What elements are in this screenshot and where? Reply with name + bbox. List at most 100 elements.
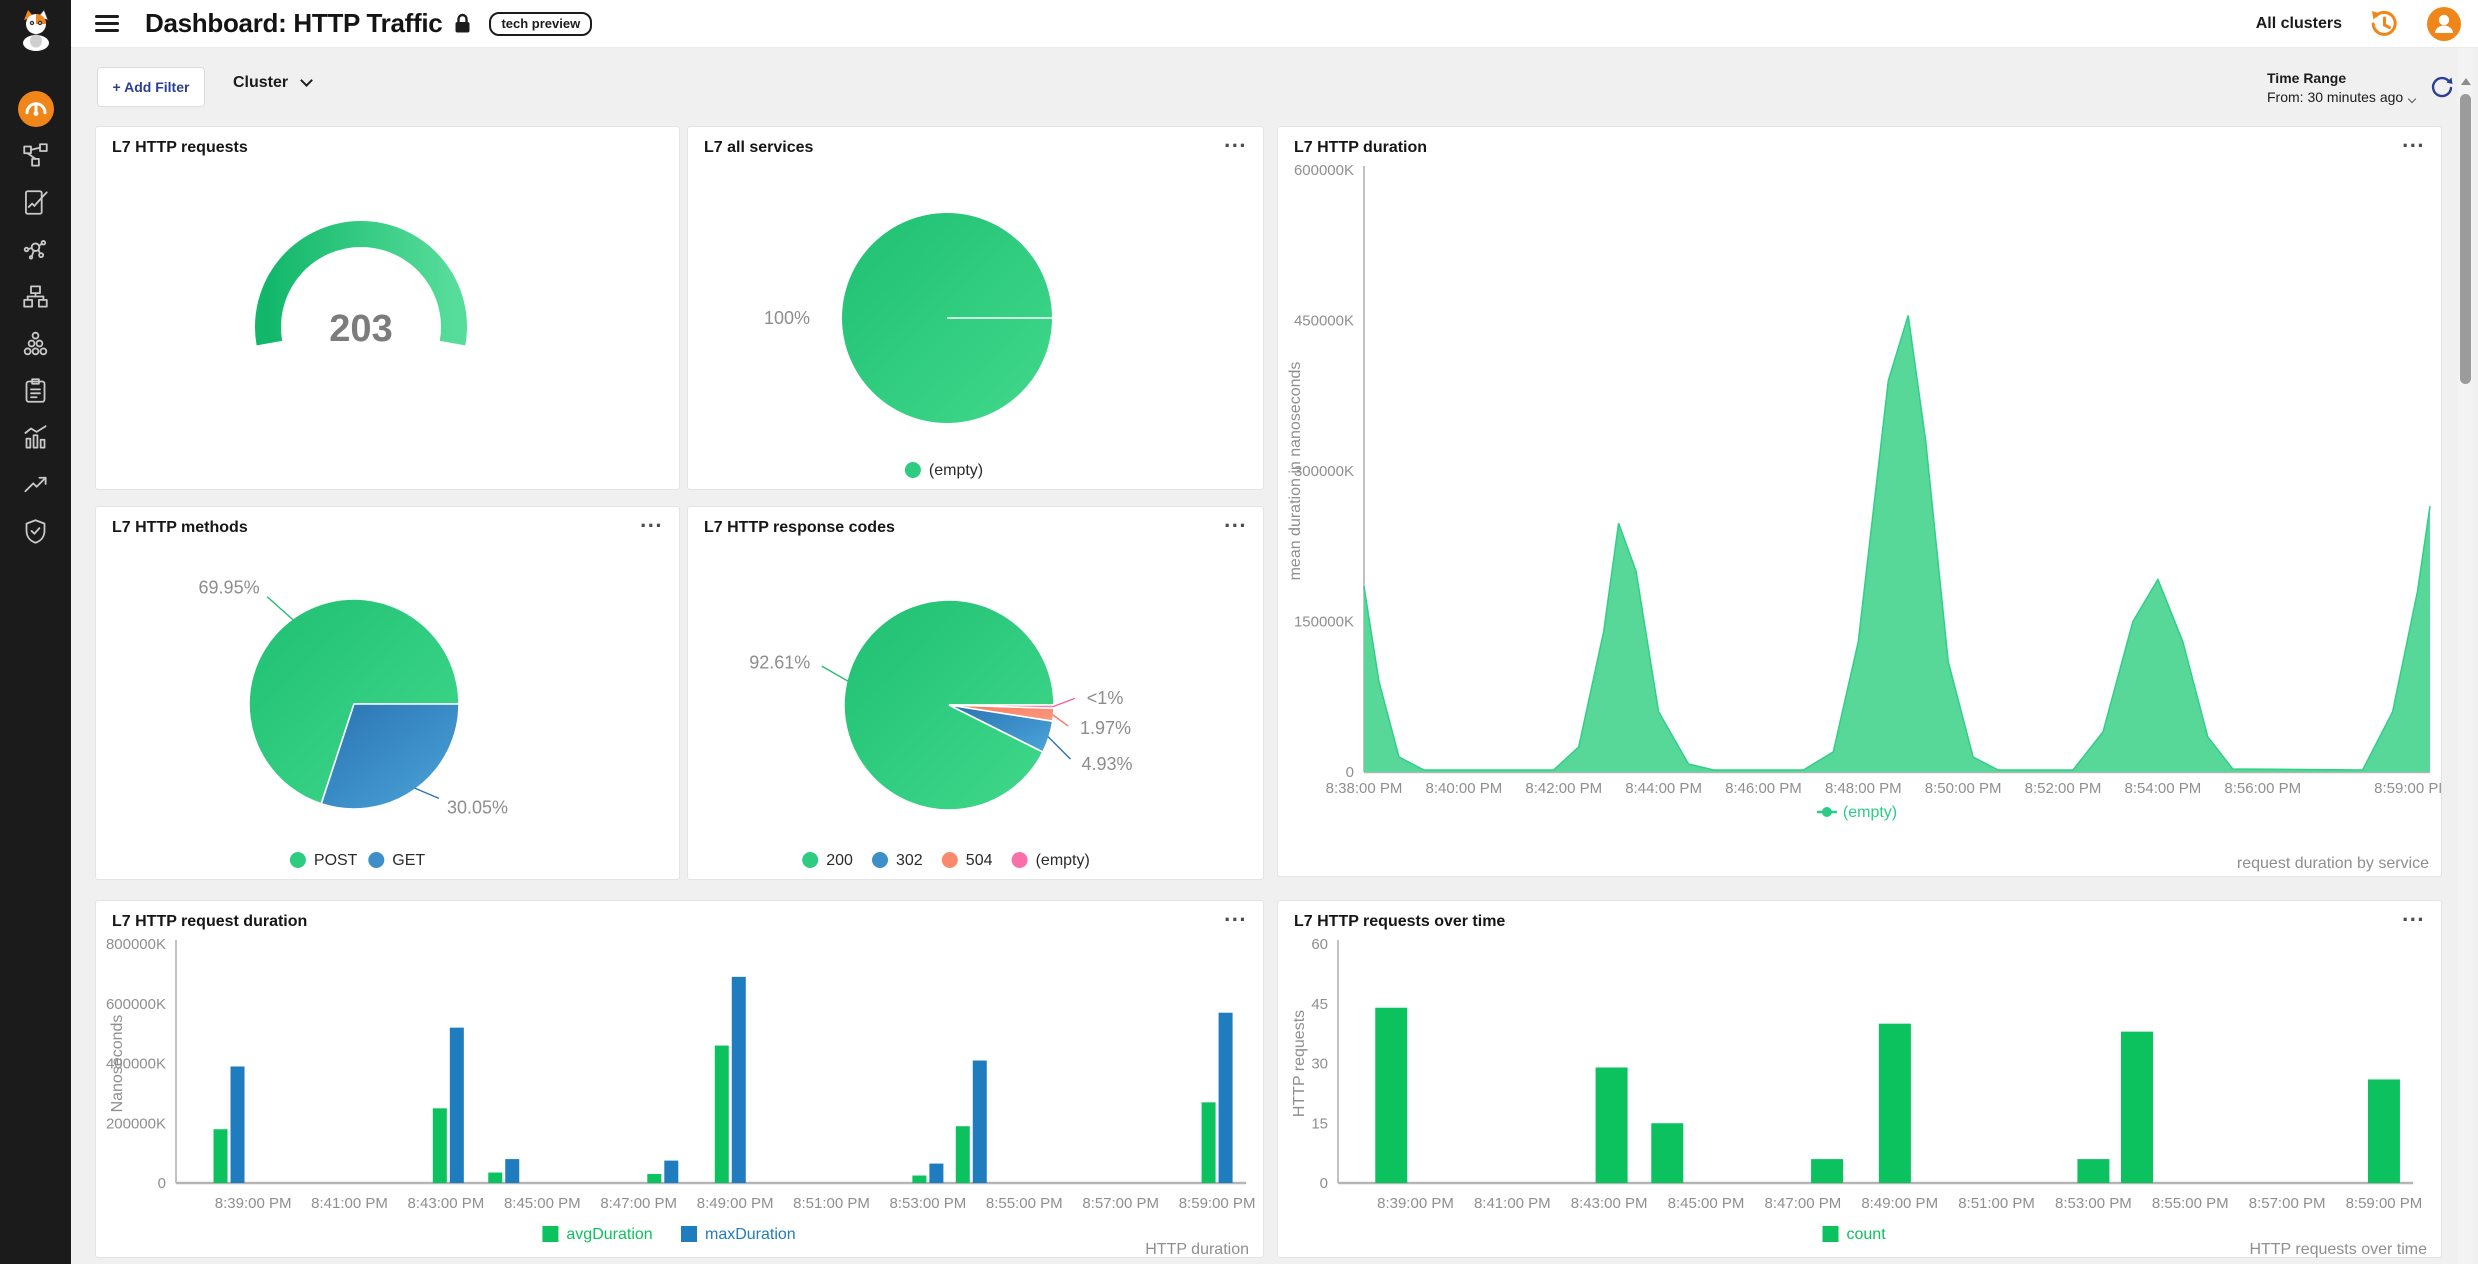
card-l7-http-duration: 0 150000K 300000K 450000K 600000K 8:38:00 PM 8… <box>1277 126 2451 877</box>
svg-text:(empty): (empty) <box>1843 804 1897 821</box>
card-menu-icon[interactable]: ... <box>1224 507 1247 532</box>
svg-text:100%: 100% <box>764 308 810 328</box>
svg-text:504: 504 <box>966 852 993 869</box>
svg-text:4.93%: 4.93% <box>1081 754 1132 774</box>
svg-text:400000K: 400000K <box>106 1056 166 1073</box>
svg-text:8:39:00 PM: 8:39:00 PM <box>215 1195 292 1212</box>
svg-text:HTTP requests over time: HTTP requests over time <box>2249 1241 2427 1258</box>
chevron-down-icon <box>2407 94 2417 104</box>
sidebar-item-trends[interactable] <box>0 461 71 508</box>
card-menu-icon[interactable]: ... <box>1224 901 1247 926</box>
svg-text:maxDuration: maxDuration <box>705 1226 796 1243</box>
circle-cluster-icon <box>23 331 48 356</box>
svg-text:8:46:00 PM: 8:46:00 PM <box>1725 780 1802 797</box>
gauge-svg: 203 <box>255 221 467 350</box>
sidebar-item-compliance[interactable] <box>0 367 71 414</box>
area-svg: 0 150000K 300000K 450000K 600000K 8:38:00 PM 8… <box>1287 162 2451 872</box>
bar-chart: 0 15 30 45 60 8:39:00 PM 8:41:00 PM 8:43:00 PM 8… <box>1278 901 2441 1258</box>
refresh-button[interactable] <box>2428 74 2456 107</box>
cluster-filter-label: Cluster <box>233 74 289 91</box>
svg-text:8:55:00 PM: 8:55:00 PM <box>2152 1195 2229 1212</box>
network-tree-icon <box>23 285 48 308</box>
sidebar-item-visualizations[interactable] <box>0 226 71 273</box>
sidebar-item-service-graph[interactable] <box>0 132 71 179</box>
lock-icon <box>455 13 470 33</box>
graph-nodes-icon <box>23 143 48 167</box>
pie-svg: 100% (empty) <box>764 213 1052 479</box>
svg-text:8:53:00 PM: 8:53:00 PM <box>2055 1195 2132 1212</box>
card-title: L7 HTTP methods <box>112 519 248 536</box>
page-title: Dashboard: HTTP Traffic <box>145 8 443 38</box>
svg-text:<1%: <1% <box>1087 688 1124 708</box>
grouped-bar-chart: 0 200000K 400000K 600000K 800000K 8:39:00 PM 8… <box>96 901 1263 1258</box>
pie-chart: 100% (empty) <box>688 127 1263 489</box>
sidebar-item-hosts[interactable] <box>0 273 71 320</box>
time-range-value: From: 30 minutes ago <box>2267 89 2417 105</box>
svg-text:8:47:00 PM: 8:47:00 PM <box>600 1195 677 1212</box>
sidebar-item-clusters[interactable] <box>0 320 71 367</box>
svg-text:8:49:00 PM: 8:49:00 PM <box>697 1195 774 1212</box>
svg-text:200: 200 <box>826 852 853 869</box>
sidebar-item-policies[interactable] <box>0 179 71 226</box>
card-title: L7 HTTP response codes <box>704 519 895 536</box>
card-l7-all-services: 100% (empty) L7 all services ... <box>687 126 1264 490</box>
svg-text:8:51:00 PM: 8:51:00 PM <box>793 1195 870 1212</box>
sidebar-item-threat-defense[interactable] <box>0 508 71 555</box>
vertical-scrollbar[interactable] <box>2458 48 2473 1264</box>
card-title: L7 HTTP requests over time <box>1294 913 1506 930</box>
svg-text:69.95%: 69.95% <box>199 577 260 597</box>
svg-text:8:56:00 PM: 8:56:00 PM <box>2224 780 2301 797</box>
history-icon[interactable] <box>2368 8 2400 40</box>
trend-arrow-icon <box>24 476 47 493</box>
add-filter-button[interactable]: + Add Filter <box>97 67 205 107</box>
svg-text:mean duration in nanoseconds: mean duration in nanoseconds <box>1287 362 1304 581</box>
svg-text:8:50:00 PM: 8:50:00 PM <box>1925 780 2002 797</box>
sidebar-item-dashboard[interactable] <box>0 85 71 132</box>
calico-cat-logo-icon[interactable] <box>15 8 57 57</box>
svg-text:avgDuration: avgDuration <box>566 1226 652 1243</box>
svg-text:92.61%: 92.61% <box>749 653 810 673</box>
svg-text:8:41:00 PM: 8:41:00 PM <box>1474 1195 1551 1212</box>
svg-text:8:43:00 PM: 8:43:00 PM <box>1571 1195 1648 1212</box>
gauge-chart: 203 <box>96 127 679 489</box>
chevron-down-icon <box>300 74 313 87</box>
card-menu-icon[interactable]: ... <box>1224 127 1247 152</box>
svg-text:8:47:00 PM: 8:47:00 PM <box>1765 1195 1842 1212</box>
user-avatar-icon[interactable] <box>2426 6 2462 42</box>
card-menu-icon[interactable]: ... <box>640 507 663 532</box>
svg-text:8:41:00 PM: 8:41:00 PM <box>311 1195 388 1212</box>
svg-text:60: 60 <box>1311 936 1328 953</box>
svg-text:8:54:00 PM: 8:54:00 PM <box>2125 780 2202 797</box>
svg-text:POST: POST <box>314 852 358 869</box>
svg-text:8:51:00 PM: 8:51:00 PM <box>1958 1195 2035 1212</box>
svg-text:8:48:00 PM: 8:48:00 PM <box>1825 780 1902 797</box>
time-range-selector[interactable]: Time Range From: 30 minutes ago <box>2267 70 2417 105</box>
svg-text:8:45:00 PM: 8:45:00 PM <box>1668 1195 1745 1212</box>
scrollbar-thumb[interactable] <box>2460 94 2471 384</box>
svg-text:302: 302 <box>896 852 923 869</box>
tech-preview-badge: tech preview <box>489 11 593 36</box>
svg-text:30: 30 <box>1311 1056 1328 1073</box>
svg-text:800000K: 800000K <box>106 936 166 953</box>
card-l7-http-requests-over-time: 0 15 30 45 60 8:39:00 PM 8:41:00 PM 8:43:00 PM 8… <box>1277 900 2442 1258</box>
svg-text:(empty): (empty) <box>929 462 983 479</box>
card-menu-icon[interactable]: ... <box>2402 901 2425 926</box>
svg-text:300000K: 300000K <box>1294 463 1354 480</box>
card-menu-icon[interactable]: ... <box>2402 127 2425 152</box>
svg-text:30.05%: 30.05% <box>447 797 508 817</box>
cluster-filter-dropdown[interactable]: Cluster <box>233 74 313 92</box>
svg-text:8:55:00 PM: 8:55:00 PM <box>986 1195 1063 1212</box>
svg-text:8:59:00 PM: 8:59:00 PM <box>2346 1195 2423 1212</box>
svg-text:8:38:00 PM: 8:38:00 PM <box>1326 780 1403 797</box>
svg-text:8:45:00 PM: 8:45:00 PM <box>504 1195 581 1212</box>
hamburger-menu-icon[interactable] <box>95 11 119 36</box>
card-title: L7 HTTP request duration <box>112 913 308 930</box>
svg-text:0: 0 <box>1346 764 1354 781</box>
bar-metrics-icon <box>24 425 47 449</box>
card-title: L7 HTTP duration <box>1294 139 1428 156</box>
sidebar-item-metrics[interactable] <box>0 414 71 461</box>
gauge-icon <box>17 90 54 127</box>
svg-text:8:42:00 PM: 8:42:00 PM <box>1525 780 1602 797</box>
svg-text:8:40:00 PM: 8:40:00 PM <box>1426 780 1503 797</box>
scrollbar-up-arrow-icon[interactable] <box>2461 78 2471 85</box>
